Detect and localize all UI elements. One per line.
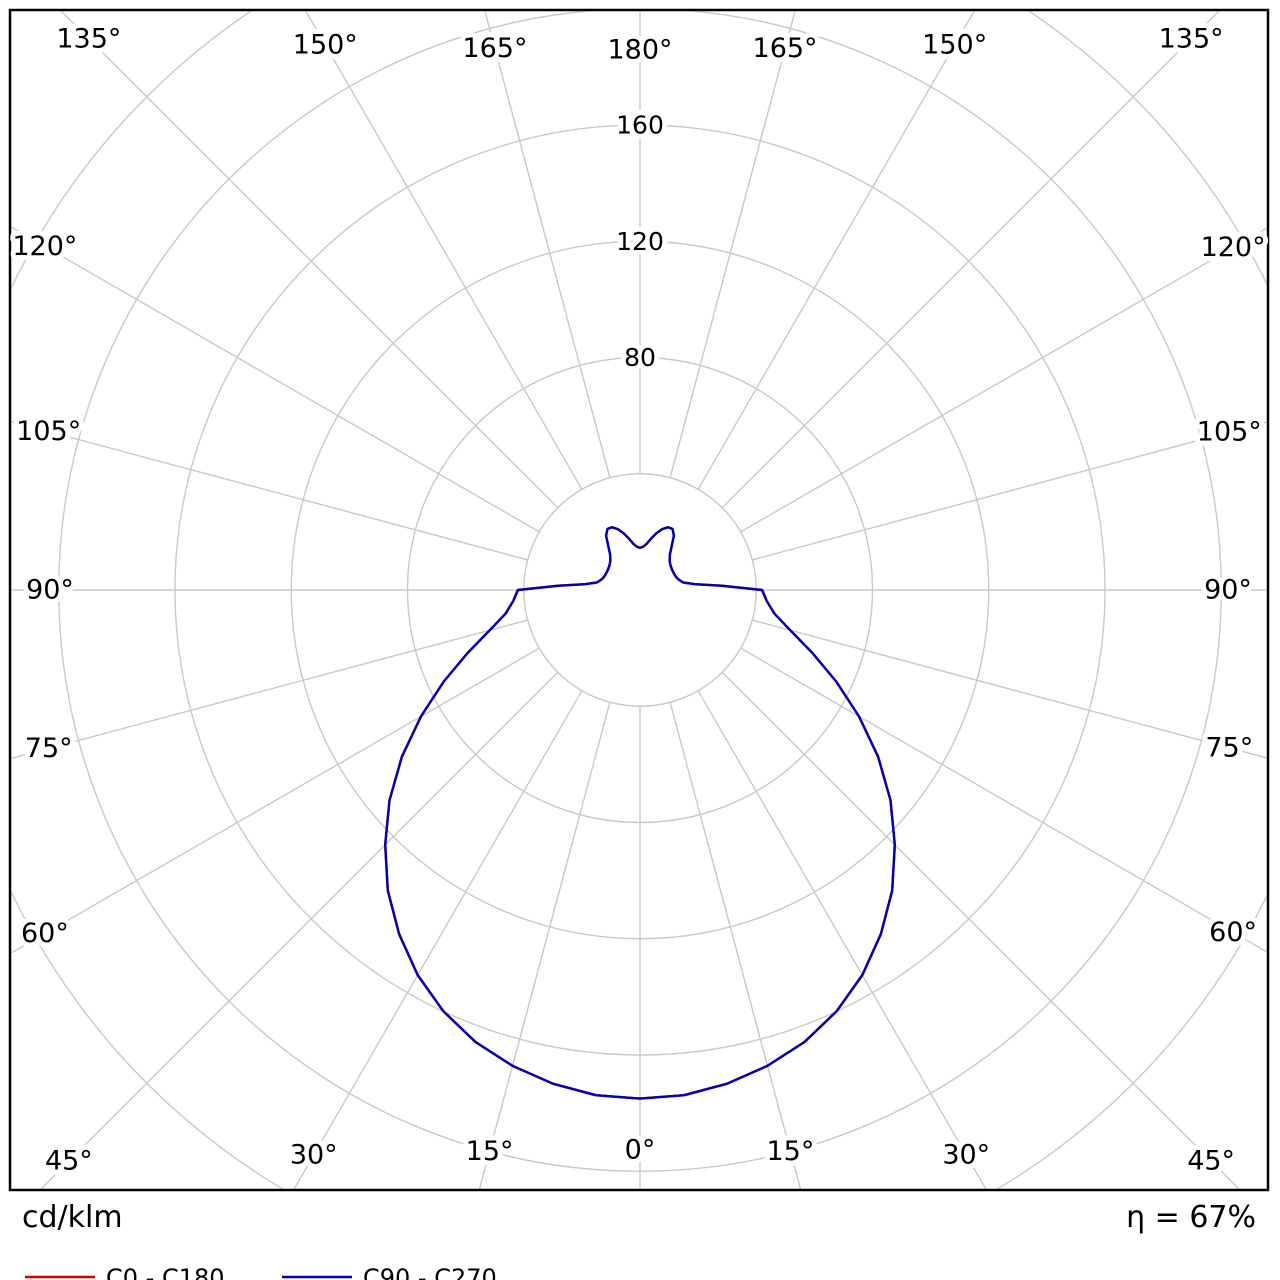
angle-labels: 0° 15° 15° 30° 30° 45° 45° 60° 60° 75° 75° 90° 90° 10…: [7, 18, 1270, 1181]
intensity-curves: [384, 526, 896, 1100]
angle-label: 135°: [1159, 23, 1224, 54]
grid-radial-line: [740, 227, 1267, 533]
grid-radial-line: [60, 11, 559, 509]
plot-frame: [8, 8, 1270, 1192]
grid-radial-line: [752, 619, 1267, 759]
angle-label: 165°: [753, 33, 818, 64]
angle-label: 15°: [766, 1136, 814, 1167]
grid-radial-line: [752, 421, 1267, 561]
angle-label: 45°: [1187, 1146, 1235, 1177]
angle-label: 165°: [462, 33, 527, 64]
unit-label: cd/klm: [22, 1200, 123, 1235]
angle-label: 90°: [26, 575, 74, 606]
angle-label: 105°: [1197, 417, 1262, 448]
grid-radial-line: [697, 690, 987, 1189]
angle-label: 150°: [922, 29, 987, 60]
angle-label: 150°: [293, 29, 358, 60]
angle-label: 90°: [1204, 575, 1252, 606]
grid-radial-line: [669, 11, 796, 478]
angle-label: 30°: [290, 1140, 338, 1171]
angle-label: 120°: [12, 231, 77, 262]
grid-radial-line: [478, 702, 611, 1189]
grid-radial-line: [11, 619, 528, 760]
grid-radial-line: [721, 671, 1240, 1189]
grid-radial-line: [11, 226, 540, 533]
grid-radial-line: [40, 671, 559, 1189]
grid-radial-line: [484, 11, 611, 478]
angle-label: 75°: [1205, 732, 1253, 763]
radial-tick-label: 120: [616, 227, 664, 256]
angle-label: 135°: [56, 23, 121, 54]
legend-label-c90-c270: C90 - C270: [363, 1264, 497, 1280]
angle-label: 60°: [21, 918, 69, 949]
angle-label: 30°: [942, 1140, 990, 1171]
efficiency-label: η = 67%: [1126, 1200, 1256, 1235]
angle-label: 120°: [1201, 232, 1266, 263]
grid-radial-line: [740, 647, 1267, 953]
angle-label: 45°: [45, 1146, 93, 1177]
angle-label: 0°: [625, 1135, 656, 1166]
angle-label: 60°: [1209, 917, 1257, 948]
radial-tick-labels: 80 120 160: [611, 106, 669, 378]
angle-label: 75°: [25, 733, 73, 764]
legend-label-c0-c180: C0 - C180: [106, 1264, 225, 1280]
curve-c90-c270: [384, 526, 896, 1100]
grid-radial-line: [293, 690, 583, 1189]
grid-radial-line: [11, 420, 528, 561]
grid-radial-line: [721, 11, 1220, 509]
grid-radial-line: [669, 702, 802, 1189]
angle-label: 105°: [16, 416, 81, 447]
grid-radial-line: [305, 11, 583, 490]
grid-radial-line: [697, 11, 975, 490]
grid-radial-line: [11, 647, 540, 954]
radial-tick-label: 80: [624, 343, 656, 372]
angle-label: 15°: [466, 1136, 514, 1167]
radial-tick-label: 160: [616, 111, 664, 140]
angle-label: 180°: [607, 35, 672, 66]
